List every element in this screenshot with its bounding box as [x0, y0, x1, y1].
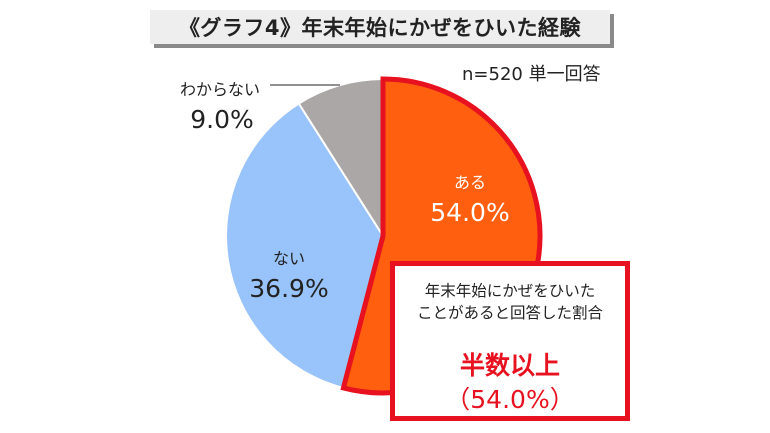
callout-box: 年末年始にかぜをひいた ことがあると回答した割合 半数以上 （54.0%） — [390, 261, 630, 421]
slice-label-wakaranai: わからない — [180, 80, 260, 99]
callout-value: （54.0%） — [445, 385, 575, 414]
callout-description: 年末年始にかぜをひいた ことがあると回答した割合 — [395, 280, 625, 324]
slice-value-aru: 54.0% — [430, 198, 509, 227]
callout-headline: 半数以上 — [459, 351, 560, 380]
slice-label-nai: ない — [273, 249, 305, 268]
sample-note: n=520 単一回答 — [462, 64, 601, 85]
callout-line-2: ことがあると回答した割合 — [416, 304, 603, 322]
chart-title: 《グラフ4》年末年始にかぜをひいた経験 — [150, 10, 610, 44]
slice-value-nai: 36.9% — [249, 274, 328, 303]
slice-label-aru: ある — [454, 173, 486, 192]
slice-value-wakaranai: 9.0% — [190, 105, 254, 134]
callout-line-1: 年末年始にかぜをひいた — [424, 282, 596, 300]
